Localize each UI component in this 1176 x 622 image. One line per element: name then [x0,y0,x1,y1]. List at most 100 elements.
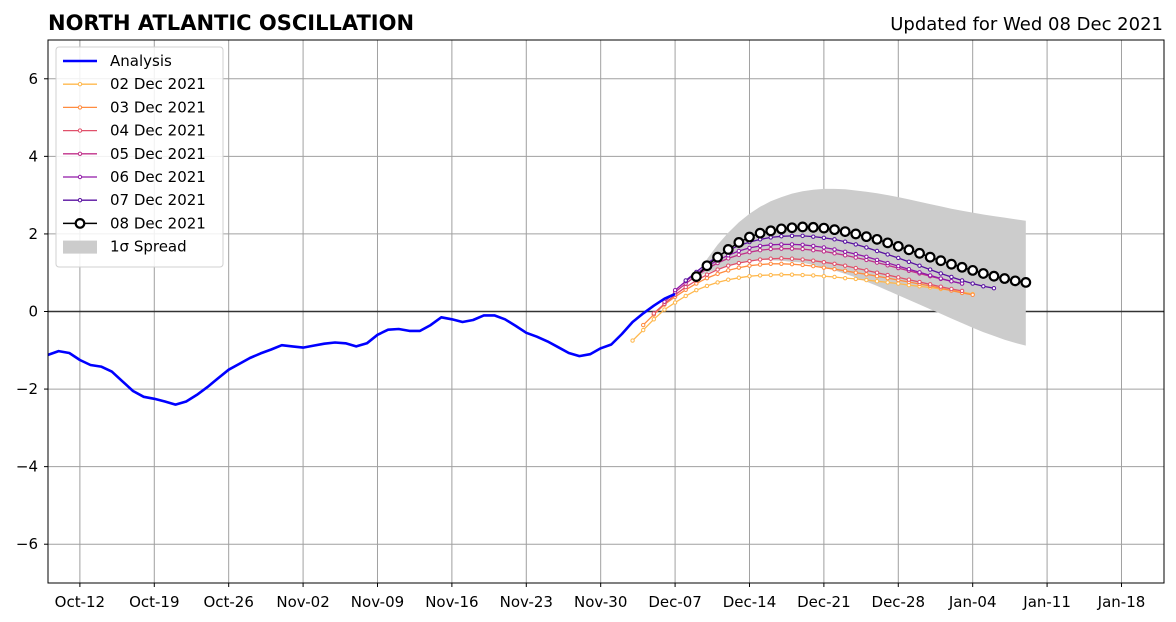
forecast-point [821,274,827,279]
legend-label: 04 Dec 2021 [110,122,206,140]
forecast-point [768,256,773,261]
forecast-point [999,273,1010,284]
legend-swatch-marker [77,151,83,157]
forecast-point [917,263,922,268]
forecast-point [927,282,933,287]
forecast-point [733,237,745,248]
forecast-point [874,270,880,275]
forecast-point [800,257,805,262]
legend-box [55,46,224,268]
legend-label: 1σ Spread [110,238,187,256]
forecast-point [842,253,848,258]
forecast-point [747,263,752,268]
forecast-point [768,246,773,252]
forecast-point [988,270,1000,282]
forecast-point [811,263,816,269]
forecast-point [938,284,943,289]
forecast-point [882,237,894,249]
forecast-point [704,283,710,289]
plot-frame [47,39,1165,584]
forecast-point [800,272,805,278]
forecast-point [789,242,795,247]
x-tick-label: Dec-14 [723,593,777,611]
legend-swatch-marker [77,128,83,133]
forecast-point [651,317,657,322]
forecast-point [641,322,646,328]
forecast-point [715,271,720,277]
forecast-point [970,292,975,298]
forecast-point [736,265,742,270]
forecast-point [829,224,840,236]
forecast-point [786,222,798,234]
forecast-point [768,261,773,266]
legend-label: 08 Dec 2021 [110,214,206,232]
forecast-point [726,263,731,268]
forecast-point [885,280,890,285]
legend-label: 03 Dec 2021 [110,98,206,116]
forecast-point [651,311,657,316]
x-tick-label: Oct-19 [129,593,179,611]
forecast-point [864,268,869,273]
legend-label: 06 Dec 2021 [110,168,206,186]
forecast-point [842,249,848,254]
forecast-point [641,327,646,333]
forecast-point [736,248,742,254]
forecast-point [864,245,869,250]
forecast-point [970,281,975,286]
forecast-point [850,228,862,240]
forecast-point [694,287,699,293]
forecast-point [765,225,777,237]
forecast-point [662,307,667,312]
x-tick-label: Nov-30 [574,593,627,611]
forecast-point [842,275,848,281]
forecast-point [842,268,848,273]
forecast-point [861,231,872,243]
forecast-point [768,272,773,278]
forecast-point [853,242,858,247]
forecast-point [744,231,755,243]
forecast-point [853,270,858,275]
forecast-point [871,233,883,245]
forecast-point [779,242,784,247]
y-tick-label: 2 [28,225,38,243]
forecast-point [853,276,858,282]
forecast-point [924,251,936,263]
forecast-point [747,258,752,264]
x-tick-label: Nov-09 [351,593,404,611]
forecast-point [757,262,763,267]
x-tick-label: Jan-11 [1022,593,1071,611]
forecast-point [722,244,734,255]
forecast-point [779,256,784,261]
forecast-point [832,247,837,252]
forecast-point [747,249,752,255]
x-tick-label: Jan-18 [1097,593,1146,611]
forecast-point [800,246,805,252]
forecast-point [906,259,912,265]
plot-area: −6 −4 −2 0 2 4 6 Oct-12 Oct-19 Oct-26 Nov-02 Nov-09… [16,39,1165,611]
forecast-point [747,245,752,251]
forecast-point [818,222,830,234]
forecast-point [811,258,816,263]
x-tick-label: Nov-02 [276,593,329,611]
forecast-point [914,247,925,259]
forecast-point [757,243,763,249]
y-tick-label: 0 [28,303,38,321]
forecast-point [1020,277,1032,288]
forecast-point [935,255,947,267]
forecast-point [672,287,678,293]
forecast-point [885,252,890,257]
forecast-point [821,265,827,270]
forecast-point [946,258,957,270]
forecast-point [903,244,915,256]
forecast-point [832,251,837,256]
forecast-point [757,257,763,262]
forecast-point [991,286,997,291]
forecast-point [807,221,819,233]
forecast-point [715,267,720,272]
forecast-point [789,256,795,261]
forecast-point [959,288,965,294]
forecast-point [917,279,922,285]
forecast-point [892,240,904,252]
y-tick-label: −6 [16,535,38,553]
